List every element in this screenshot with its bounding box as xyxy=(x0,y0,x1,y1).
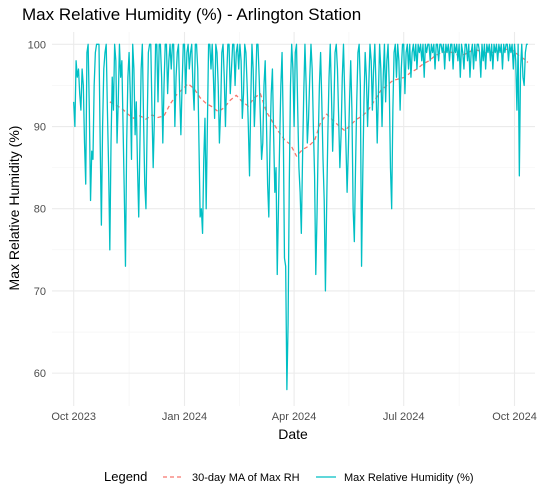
chart-title: Max Relative Humidity (%) - Arlington St… xyxy=(22,5,361,24)
y-tick-label: 90 xyxy=(34,122,46,134)
y-axis-ticks: 60 70 80 90 100 xyxy=(28,39,46,380)
x-axis-ticks: Oct 2023 Jan 2024 Apr 2024 Jul 2024 Oct 2024 xyxy=(51,411,536,423)
legend: Legend 30-day MA of Max RH Max Relative … xyxy=(104,469,474,484)
y-axis-title: Max Relative Humidity (%) xyxy=(6,126,22,291)
y-tick-label: 80 xyxy=(34,204,46,216)
legend-label-ma: 30-day MA of Max RH xyxy=(192,472,300,484)
series-line-max-rh xyxy=(73,43,528,391)
legend-label-rh: Max Relative Humidity (%) xyxy=(344,472,474,484)
series-lines xyxy=(73,43,529,391)
y-tick-label: 70 xyxy=(34,286,46,298)
y-tick-label: 60 xyxy=(34,368,46,380)
x-axis-title: Date xyxy=(278,426,308,442)
legend-title: Legend xyxy=(104,469,147,484)
x-tick-label: Oct 2023 xyxy=(51,411,96,423)
x-tick-label: Jul 2024 xyxy=(383,411,425,423)
y-tick-label: 100 xyxy=(28,39,46,51)
x-tick-label: Apr 2024 xyxy=(272,411,317,423)
x-tick-label: Oct 2024 xyxy=(492,411,537,423)
x-tick-label: Jan 2024 xyxy=(162,411,207,423)
